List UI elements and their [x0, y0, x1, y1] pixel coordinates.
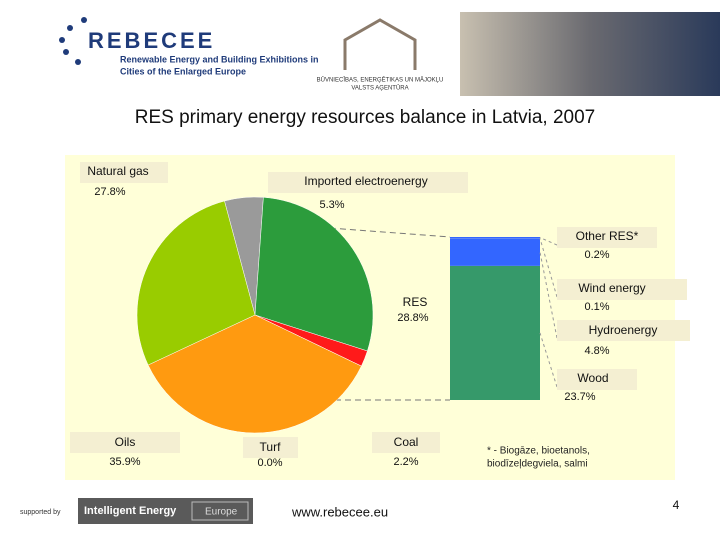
leader-line — [539, 238, 558, 298]
value-label: 35.9% — [109, 456, 140, 468]
label-box — [557, 369, 637, 390]
program-region: Europe — [205, 507, 238, 518]
program-box — [191, 501, 249, 521]
bar-segment — [450, 237, 540, 239]
category-label: Coal — [394, 435, 419, 449]
label-box — [372, 432, 440, 453]
category-label: Other RES* — [576, 229, 639, 243]
bar-segment — [450, 238, 540, 266]
logo-line: Renewable Energy and Building Exhibition… — [120, 54, 319, 64]
page-number: 4 — [673, 498, 680, 512]
value-label: 28.8% — [397, 312, 428, 324]
label-box — [557, 320, 690, 341]
category-label: Oils — [115, 435, 136, 449]
url[interactable]: www.rebecee.eu — [291, 504, 388, 519]
category-label: RES — [403, 295, 428, 309]
label-box — [557, 227, 657, 248]
pie-slice — [147, 314, 362, 434]
pie-slice — [254, 197, 374, 352]
footnote: * - Biogāze, bioetanols, — [487, 446, 590, 457]
header-photo — [460, 12, 720, 96]
value-label: 0.2% — [584, 249, 609, 261]
category-label: Natural gas — [87, 164, 148, 178]
agency-line: VALSTS AĢENTŪRA — [351, 85, 408, 92]
bar-segment — [450, 265, 540, 400]
connector — [329, 227, 451, 238]
bar-segment — [450, 238, 540, 239]
chart-title: RES primary energy resources balance in … — [135, 107, 595, 128]
category-label: Wood — [577, 371, 608, 385]
footnote: biodīzeļdegviela, salmi — [487, 459, 588, 470]
leader-line — [539, 252, 558, 339]
category-label: Wind energy — [578, 281, 645, 295]
logo: REBECEE — [88, 28, 215, 53]
label-box — [268, 172, 468, 193]
label-box — [70, 432, 180, 453]
chart: Imported electroenergy 5.3% RES 28.8% Coal 2.… — [70, 162, 690, 469]
label-box — [243, 437, 298, 458]
logo-line: Cities of the Enlarged Europe — [120, 66, 246, 76]
value-label: 0.1% — [584, 301, 609, 313]
program: Intelligent Energy — [84, 505, 177, 517]
category-label: Imported electroenergy — [304, 174, 427, 188]
agency-icon — [343, 18, 417, 70]
value-label: 27.8% — [94, 186, 125, 198]
label-box — [557, 279, 687, 300]
stars — [59, 17, 87, 65]
pie-slice — [136, 200, 256, 366]
value-label: 0.0% — [257, 457, 282, 469]
agency-line: BŪVNIECĪBAS, ENERĢĒTIKAS UN MĀJOKĻU — [317, 77, 444, 84]
label-box — [80, 162, 168, 183]
value-label: 2.2% — [393, 456, 418, 468]
category-label: Turf — [260, 440, 282, 454]
value-label: 23.7% — [564, 391, 595, 403]
category-label: Hydroenergy — [589, 323, 658, 337]
value-label: 4.8% — [584, 345, 609, 357]
value-label: 5.3% — [319, 199, 344, 211]
supported-by: supported by — [20, 509, 61, 516]
